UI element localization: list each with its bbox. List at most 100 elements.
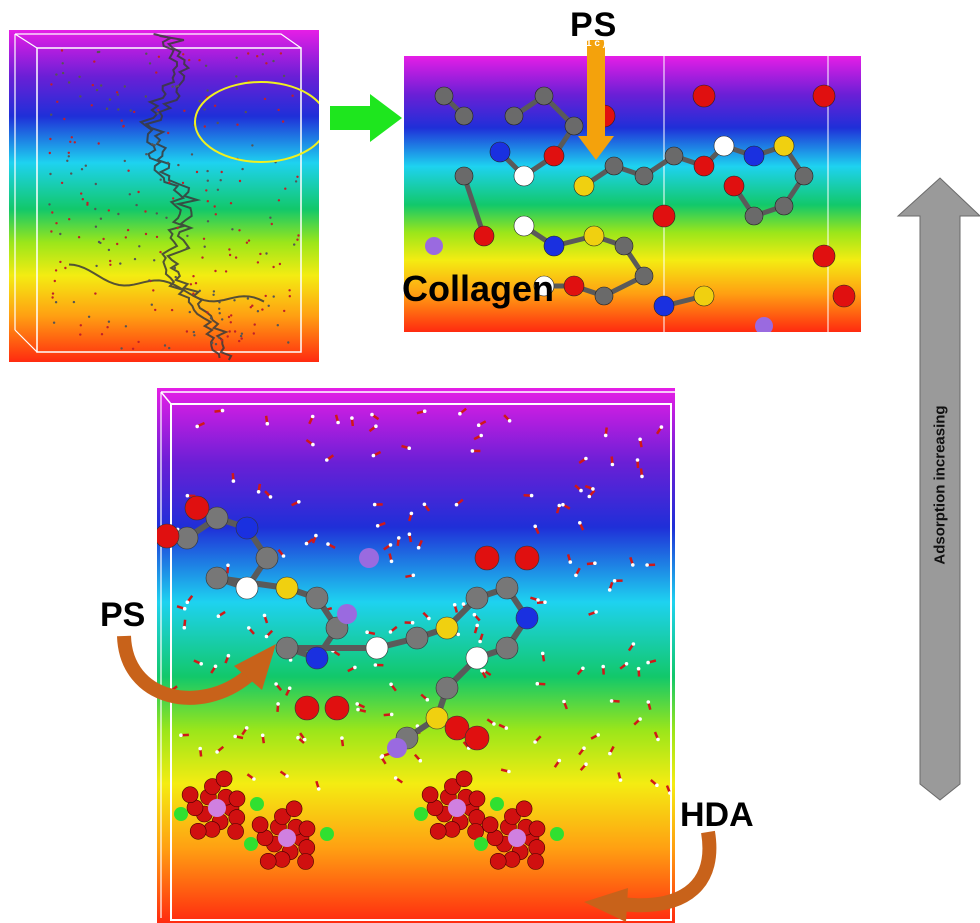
water-molecule (239, 334, 243, 338)
water-molecule (94, 225, 98, 228)
hydrogen-atom (265, 421, 270, 426)
hydrogen-atom (350, 416, 354, 420)
water-molecule (205, 189, 208, 192)
water-molecule (48, 151, 51, 155)
water-molecule (94, 207, 97, 211)
hydrogen-atom (372, 502, 377, 507)
water-molecule (79, 324, 83, 327)
water-molecule (73, 141, 77, 144)
atom (235, 516, 259, 540)
hydrogen-atom (418, 758, 423, 763)
water-molecule (297, 234, 300, 237)
water-molecule (98, 50, 101, 54)
hydrogen-atom (636, 666, 641, 671)
hydrogen-atom (624, 662, 629, 666)
water-molecule (221, 318, 224, 321)
calcium-ion (508, 829, 526, 847)
water-molecule (185, 330, 189, 333)
sodium-ion (337, 604, 357, 624)
collagen-strand (144, 35, 233, 361)
water-molecule (256, 55, 259, 58)
phosphate-oxygen (467, 823, 484, 840)
atom (664, 146, 684, 166)
water-molecule (228, 253, 232, 257)
ps-left-label: PS (100, 596, 146, 634)
water-molecule (176, 226, 179, 230)
hydrogen-atom (608, 751, 612, 756)
water-molecule (116, 93, 120, 96)
water-molecule (50, 113, 53, 116)
hydrogen-atom (458, 411, 462, 416)
atom (365, 636, 389, 660)
water-molecule (156, 141, 160, 144)
water-molecule (66, 159, 69, 162)
water-molecule (287, 341, 290, 344)
water-molecule (90, 104, 94, 107)
water-molecule (155, 212, 158, 215)
hydrogen-atom (507, 419, 512, 423)
water-molecule (192, 275, 195, 278)
green-arrow (330, 94, 402, 142)
water-molecule (209, 317, 213, 320)
collagen-simulation-box (9, 30, 319, 362)
phosphate-oxygen (527, 853, 544, 870)
phosphate-oxygen (481, 816, 499, 834)
water-molecule (246, 297, 250, 300)
hydrogen-atom (422, 502, 427, 507)
water-molecule (168, 181, 171, 184)
atom (604, 156, 624, 176)
water-molecule (95, 88, 99, 92)
water-molecule (128, 193, 131, 196)
phosphate-oxygen (298, 839, 316, 856)
hydrogen-atom (287, 686, 292, 690)
water-molecule (272, 59, 275, 63)
water-molecule (231, 228, 234, 231)
water-molecule (51, 296, 54, 299)
hydrogen-atom (582, 746, 586, 750)
hydrogen-atom (584, 762, 588, 766)
water-molecule (218, 336, 221, 339)
hydrogen-atom (456, 632, 461, 637)
atom (305, 586, 329, 610)
water-molecule (100, 84, 103, 87)
water-molecule (56, 100, 59, 104)
water-molecule (206, 220, 210, 223)
hydrogen-atom (276, 702, 280, 706)
water-molecule (157, 108, 160, 112)
water-molecule (50, 230, 53, 233)
atom (614, 236, 634, 256)
collagen-label: Collagen (402, 268, 555, 309)
hydrogen-atom (252, 777, 256, 781)
water-molecule (119, 262, 122, 265)
hydrogen-atom (533, 524, 537, 529)
hydrogen-atom (475, 623, 480, 628)
water-molecule (129, 109, 132, 112)
water-molecule (228, 330, 231, 333)
phosphate-oxygen (251, 816, 269, 834)
hydrogen-atom (262, 613, 267, 618)
water-molecule (233, 330, 237, 333)
phosphate-oxygen (468, 790, 486, 808)
water-molecule (176, 84, 180, 88)
hydrogen-atom (612, 579, 617, 583)
water-molecule (137, 190, 140, 194)
water-molecule (214, 343, 218, 346)
hydrogen-atom (411, 573, 416, 578)
water-molecule (192, 330, 195, 334)
hydrogen-atom (533, 740, 537, 744)
atom (513, 215, 535, 237)
hydrogen-atom (646, 700, 651, 704)
water-molecule (131, 347, 135, 350)
water-molecule (80, 168, 84, 171)
water-molecule (108, 98, 112, 101)
water-molecule (68, 218, 71, 221)
phosphate-oxygen (455, 770, 473, 788)
hydrogen-atom (472, 612, 477, 617)
water-molecule (95, 264, 98, 268)
ps-hda-scene (157, 391, 675, 921)
water-molecule (206, 200, 209, 203)
atom (744, 206, 764, 226)
water-molecule (265, 62, 268, 65)
atom (473, 225, 495, 247)
water-molecule (270, 222, 273, 226)
